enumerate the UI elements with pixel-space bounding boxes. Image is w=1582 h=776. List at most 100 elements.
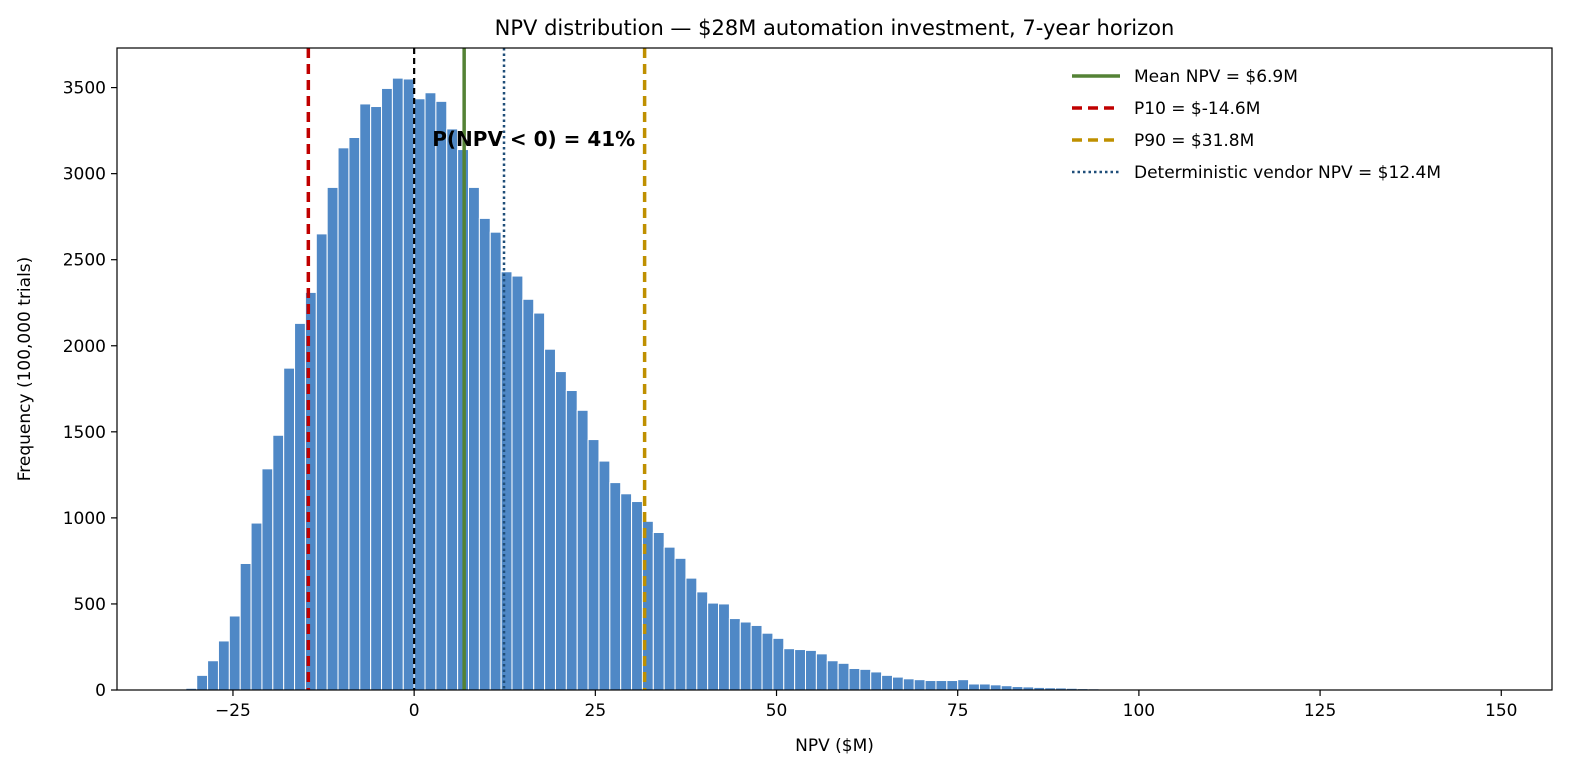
histogram-bar xyxy=(587,439,600,691)
x-tick-label: 50 xyxy=(766,701,788,721)
histogram-bar xyxy=(391,77,404,691)
histogram-bar xyxy=(533,312,546,691)
histogram-bar xyxy=(217,640,230,691)
histogram-bar xyxy=(794,649,807,691)
x-tick-label: −25 xyxy=(215,701,251,721)
histogram-bar xyxy=(489,231,502,691)
x-tick-label: 0 xyxy=(409,701,420,721)
histogram-bar xyxy=(598,460,611,691)
histogram-bar xyxy=(728,618,741,691)
histogram-bar xyxy=(891,676,904,691)
histogram-bar xyxy=(685,577,698,691)
histogram-bar xyxy=(859,668,872,691)
histogram-bar xyxy=(772,637,785,691)
x-tick-label: 75 xyxy=(947,701,969,721)
legend-p90-label: P90 = $31.8M xyxy=(1134,131,1254,151)
reference-lines xyxy=(306,48,647,690)
histogram-bar xyxy=(663,546,676,691)
histogram-bar xyxy=(837,662,850,691)
histogram-bar xyxy=(620,493,633,691)
histogram-bar xyxy=(652,532,665,691)
legend-p10-label: P10 = $-14.6M xyxy=(1134,99,1260,119)
histogram-bar xyxy=(957,679,970,691)
histogram-bar xyxy=(576,409,589,691)
histogram-bars xyxy=(185,77,1328,691)
histogram-bar xyxy=(968,683,980,691)
histogram-bar xyxy=(674,557,687,691)
y-tick-label: 2500 xyxy=(63,251,106,271)
histogram-bar xyxy=(805,649,817,691)
y-tick-label: 3500 xyxy=(63,79,106,99)
histogram-bar xyxy=(826,660,839,691)
histogram-bar xyxy=(500,271,513,691)
histogram-bar xyxy=(283,367,296,691)
y-axis-ticks: 0 500 1000 1500 2000 2500 3000 3500 xyxy=(63,79,117,701)
histogram-bar xyxy=(250,522,263,691)
histogram-bar xyxy=(707,602,720,691)
histogram-bar xyxy=(337,147,350,691)
histogram-bar xyxy=(207,660,219,691)
histogram-bar xyxy=(696,591,709,691)
histogram-bar xyxy=(946,680,959,691)
histogram-bar xyxy=(478,217,491,691)
chart-title: NPV distribution — $28M automation inves… xyxy=(495,16,1175,40)
histogram-bar xyxy=(815,653,828,691)
histogram-bar xyxy=(446,128,459,691)
histogram-bar xyxy=(761,632,774,691)
plot-frame xyxy=(116,47,1553,691)
histogram-bar xyxy=(196,674,209,691)
histogram-bar xyxy=(348,137,361,691)
y-tick-label: 1000 xyxy=(63,509,106,529)
histogram-bar xyxy=(272,434,285,691)
x-tick-label: 25 xyxy=(585,701,607,721)
histogram-bar xyxy=(631,501,643,691)
histogram-bar xyxy=(435,100,448,691)
y-tick-label: 0 xyxy=(95,681,106,701)
histogram-bar xyxy=(750,624,763,691)
histogram-bar xyxy=(261,468,274,691)
histogram-bar xyxy=(370,106,383,691)
x-axis-label: NPV ($M) xyxy=(795,736,874,756)
probability-annotation: P(NPV < 0) = 41% xyxy=(432,127,635,151)
histogram-bar xyxy=(544,348,556,691)
histogram-bar xyxy=(718,603,730,691)
histogram-bar xyxy=(424,92,437,691)
histogram-bar xyxy=(554,371,567,691)
y-axis-label: Frequency (100,000 trials) xyxy=(15,257,35,482)
histogram-bar xyxy=(413,98,426,691)
histogram-bar xyxy=(511,275,524,691)
histogram-bar xyxy=(924,680,937,691)
histogram-bar xyxy=(989,684,1002,691)
histogram-bar xyxy=(468,186,480,691)
histogram-bar xyxy=(228,615,241,691)
histogram-bar xyxy=(315,233,328,691)
legend-mean-label: Mean NPV = $6.9M xyxy=(1134,67,1298,87)
histogram-bar xyxy=(294,322,306,691)
histogram-bar xyxy=(935,680,948,691)
histogram-bar xyxy=(609,482,622,691)
y-tick-label: 500 xyxy=(74,595,106,615)
histogram-bar xyxy=(565,390,578,691)
legend-vendor-label: Deterministic vendor NPV = $12.4M xyxy=(1134,163,1441,183)
x-axis-ticks: −25 0 25 50 75 100 125 150 xyxy=(215,690,1517,721)
x-tick-label: 150 xyxy=(1485,701,1517,721)
histogram-bar xyxy=(881,674,893,691)
y-tick-label: 1500 xyxy=(63,423,106,443)
histogram-bar xyxy=(870,671,883,691)
histogram-bar xyxy=(848,667,861,691)
histogram-bar xyxy=(783,648,796,691)
y-tick-label: 3000 xyxy=(63,165,106,185)
histogram-bar xyxy=(522,298,535,691)
histogram-bar xyxy=(978,683,991,691)
histogram-bar xyxy=(239,562,252,691)
x-tick-label: 100 xyxy=(1123,701,1155,721)
histogram-bar xyxy=(913,679,926,691)
histogram-bar xyxy=(739,621,752,691)
y-tick-label: 2000 xyxy=(63,337,106,357)
histogram-bar xyxy=(902,678,915,691)
x-tick-label: 125 xyxy=(1304,701,1336,721)
histogram-bar xyxy=(402,78,415,691)
histogram-bar xyxy=(1000,685,1013,691)
